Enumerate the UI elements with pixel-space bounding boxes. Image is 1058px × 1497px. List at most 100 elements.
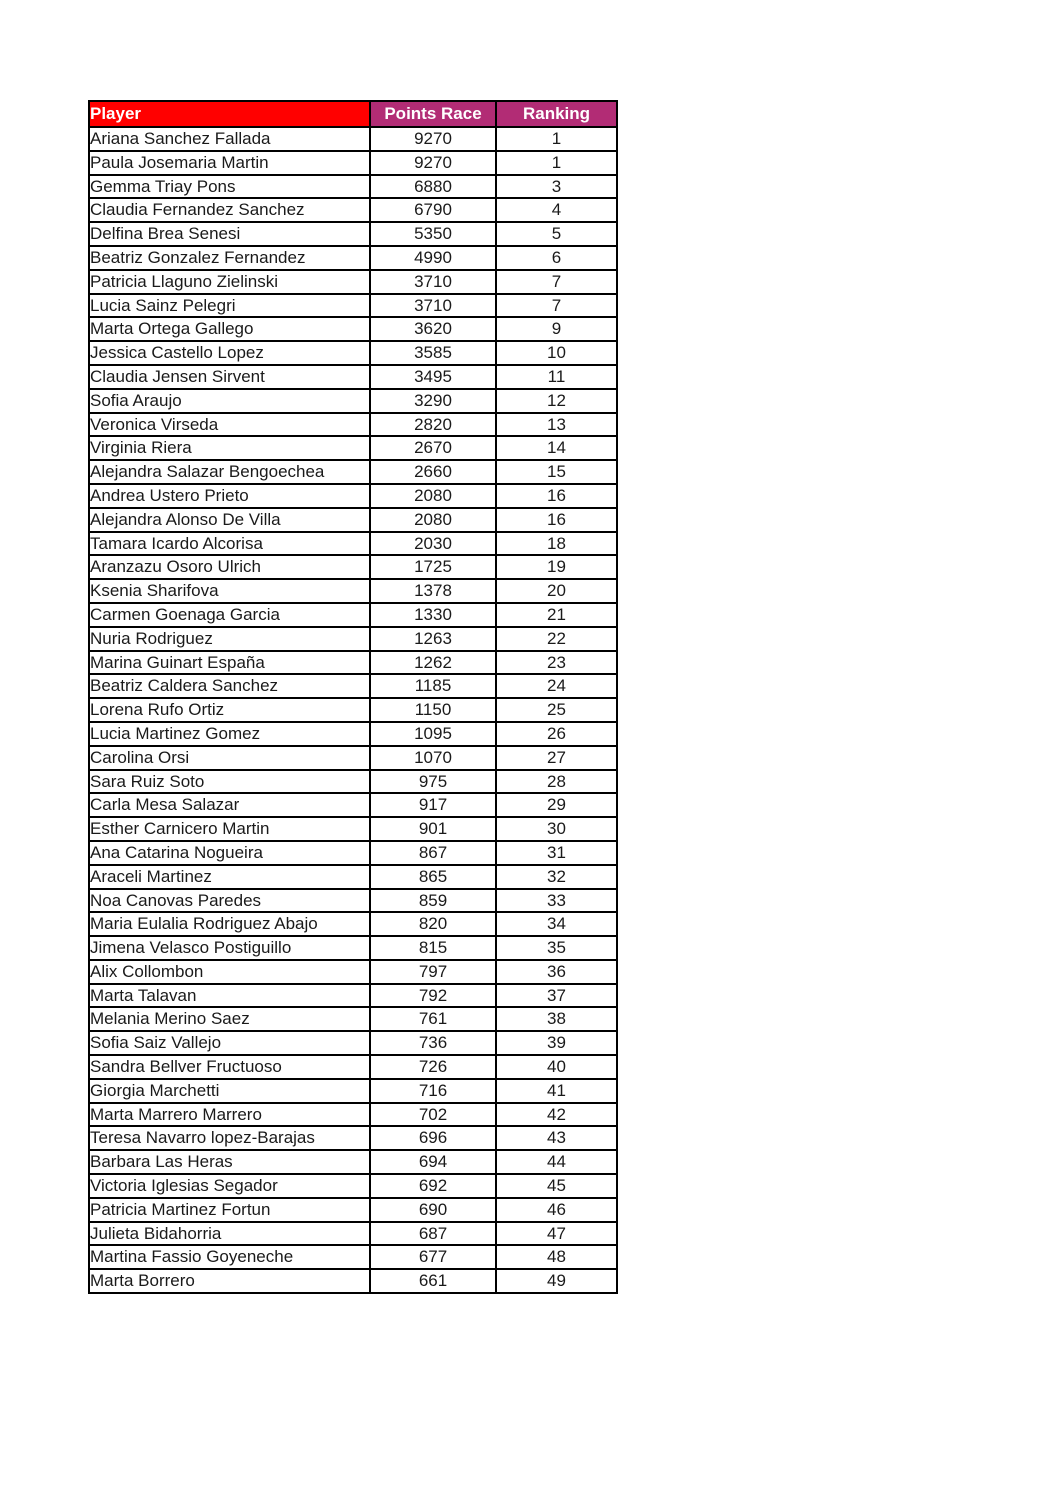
ranking-cell: 12	[495, 387, 618, 414]
table-row: Tamara Icardo Alcorisa 2030 18	[88, 530, 618, 557]
player-cell: Marta Talavan	[88, 982, 371, 1009]
player-cell: Carmen Goenaga Garcia	[88, 601, 371, 628]
ranking-cell: 31	[495, 839, 618, 866]
ranking-cell: 21	[495, 601, 618, 628]
ranking-cell: 20	[495, 578, 618, 604]
table-row: Melania Merino Saez 761 38	[88, 1006, 618, 1033]
player-cell: Marta Borrero	[88, 1268, 371, 1295]
table-row: Claudia Fernandez Sanchez 6790 4	[88, 197, 618, 224]
player-cell: Alejandra Alonso De Villa	[88, 506, 371, 533]
points-cell: 692	[369, 1173, 497, 1199]
ranking-cell: 40	[495, 1054, 618, 1080]
points-cell: 975	[369, 768, 497, 795]
player-cell: Marta Marrero Marrero	[88, 1101, 371, 1128]
table-row: Carolina Orsi 1070 27	[88, 744, 618, 771]
player-cell: Claudia Fernandez Sanchez	[88, 197, 371, 224]
points-race-header-cell: Points Race	[369, 100, 497, 128]
points-cell: 736	[369, 1030, 497, 1057]
ranking-cell: 18	[495, 530, 618, 557]
player-cell: Lorena Rufo Ortiz	[88, 697, 371, 723]
player-cell: Jessica Castello Lopez	[88, 340, 371, 366]
player-cell: Martina Fassio Goyeneche	[88, 1244, 371, 1271]
table-row: Delfina Brea Senesi 5350 5	[88, 221, 618, 247]
player-cell: Maria Eulalia Rodriguez Abajo	[88, 911, 371, 938]
points-cell: 3620	[369, 316, 497, 343]
points-cell: 3585	[369, 340, 497, 366]
points-cell: 1378	[369, 578, 497, 604]
points-cell: 9270	[369, 149, 497, 176]
ranking-cell: 29	[495, 792, 618, 819]
player-cell: Tamara Icardo Alcorisa	[88, 530, 371, 557]
ranking-cell: 4	[495, 197, 618, 224]
table-row: Carmen Goenaga Garcia 1330 21	[88, 601, 618, 628]
player-cell: Ksenia Sharifova	[88, 578, 371, 604]
player-cell: Veronica Virseda	[88, 411, 371, 438]
table-row: Victoria Iglesias Segador 692 45	[88, 1173, 618, 1199]
player-cell: Teresa Navarro lopez-Barajas	[88, 1125, 371, 1152]
ranking-cell: 7	[495, 268, 618, 295]
points-cell: 815	[369, 935, 497, 961]
player-cell: Alejandra Salazar Bengoechea	[88, 459, 371, 485]
ranking-cell: 43	[495, 1125, 618, 1152]
points-cell: 797	[369, 958, 497, 985]
ranking-cell: 9	[495, 316, 618, 343]
player-cell: Barbara Las Heras	[88, 1149, 371, 1176]
points-cell: 677	[369, 1244, 497, 1271]
player-cell: Esther Carnicero Martin	[88, 816, 371, 842]
ranking-cell: 6	[495, 244, 618, 271]
ranking-cell: 42	[495, 1101, 618, 1128]
ranking-cell: 49	[495, 1268, 618, 1295]
table-row: Alejandra Alonso De Villa 2080 16	[88, 506, 618, 533]
player-cell: Andrea Ustero Prieto	[88, 482, 371, 509]
points-cell: 3710	[369, 292, 497, 319]
table-row: Marina Guinart España 1262 23	[88, 649, 618, 676]
ranking-cell: 32	[495, 863, 618, 890]
points-cell: 3290	[369, 387, 497, 414]
ranking-cell: 41	[495, 1077, 618, 1104]
ranking-cell: 22	[495, 625, 618, 652]
points-cell: 694	[369, 1149, 497, 1176]
table-row: Julieta Bidahorria 687 47	[88, 1220, 618, 1247]
points-cell: 2080	[369, 482, 497, 509]
points-cell: 4990	[369, 244, 497, 271]
points-cell: 702	[369, 1101, 497, 1128]
table-row: Sandra Bellver Fructuoso 726 40	[88, 1054, 618, 1080]
table-row: Carla Mesa Salazar 917 29	[88, 792, 618, 819]
player-cell: Lucia Martinez Gomez	[88, 720, 371, 747]
player-cell: Sofia Saiz Vallejo	[88, 1030, 371, 1057]
table-row: Ksenia Sharifova 1378 20	[88, 578, 618, 604]
ranking-cell: 14	[495, 435, 618, 462]
points-cell: 867	[369, 839, 497, 866]
table-row: Lucia Sainz Pelegri 3710 7	[88, 292, 618, 319]
table-row: Nuria Rodriguez 1263 22	[88, 625, 618, 652]
points-cell: 2820	[369, 411, 497, 438]
table-row: Marta Ortega Gallego 3620 9	[88, 316, 618, 343]
player-cell: Delfina Brea Senesi	[88, 221, 371, 247]
ranking-cell: 1	[495, 126, 618, 152]
ranking-cell: 39	[495, 1030, 618, 1057]
table-row: Patricia Llaguno Zielinski 3710 7	[88, 268, 618, 295]
player-cell: Sara Ruiz Soto	[88, 768, 371, 795]
points-cell: 716	[369, 1077, 497, 1104]
player-cell: Patricia Llaguno Zielinski	[88, 268, 371, 295]
ranking-cell: 25	[495, 697, 618, 723]
ranking-cell: 7	[495, 292, 618, 319]
ranking-cell: 35	[495, 935, 618, 961]
points-cell: 9270	[369, 126, 497, 152]
table-row: Barbara Las Heras 694 44	[88, 1149, 618, 1176]
ranking-cell: 1	[495, 149, 618, 176]
table-row: Alejandra Salazar Bengoechea 2660 15	[88, 459, 618, 485]
table-row: Jimena Velasco Postiguillo 815 35	[88, 935, 618, 961]
table-row: Alix Collombon 797 36	[88, 958, 618, 985]
ranking-cell: 16	[495, 506, 618, 533]
table-row: Marta Marrero Marrero 702 42	[88, 1101, 618, 1128]
points-cell: 696	[369, 1125, 497, 1152]
table-row: Virginia Riera 2670 14	[88, 435, 618, 462]
ranking-cell: 37	[495, 982, 618, 1009]
ranking-cell: 13	[495, 411, 618, 438]
ranking-cell: 24	[495, 673, 618, 700]
player-cell: Lucia Sainz Pelegri	[88, 292, 371, 319]
ranking-cell: 47	[495, 1220, 618, 1247]
points-cell: 1095	[369, 720, 497, 747]
table-row: Araceli Martinez 865 32	[88, 863, 618, 890]
